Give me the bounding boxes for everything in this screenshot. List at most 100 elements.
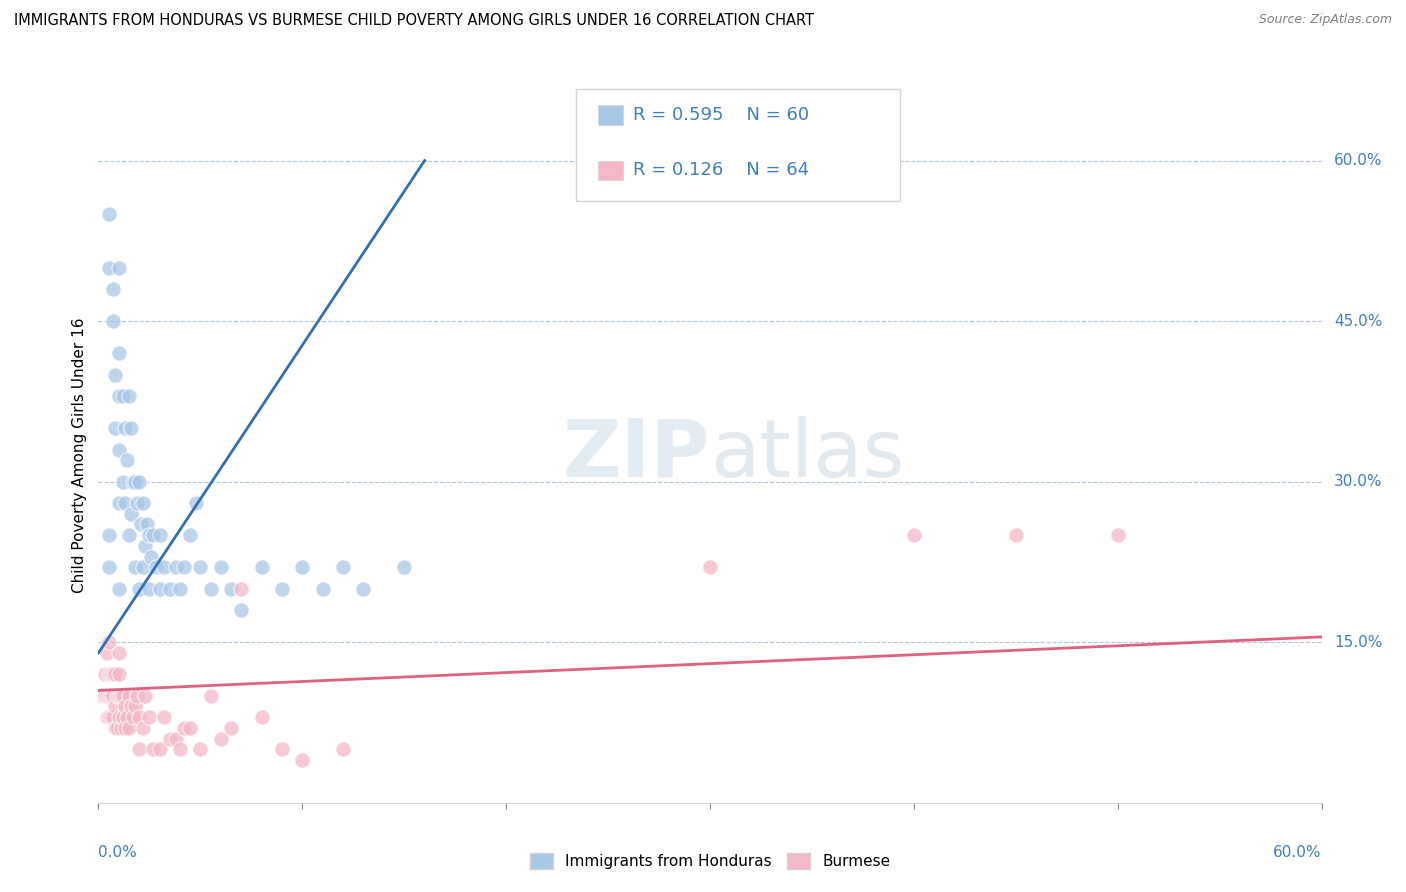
Point xyxy=(699,560,721,574)
Point xyxy=(108,346,131,360)
Point xyxy=(100,667,122,681)
Point xyxy=(97,710,120,724)
Point xyxy=(332,742,354,756)
Y-axis label: Child Poverty Among Girls Under 16: Child Poverty Among Girls Under 16 xyxy=(72,318,87,592)
Point xyxy=(231,603,253,617)
Point xyxy=(105,721,128,735)
Point xyxy=(138,710,160,724)
Point xyxy=(392,560,416,574)
Text: 60.0%: 60.0% xyxy=(1334,153,1382,168)
Point xyxy=(903,528,925,542)
Point xyxy=(120,507,142,521)
Point xyxy=(142,742,165,756)
Point xyxy=(111,710,134,724)
Text: R = 0.595    N = 60: R = 0.595 N = 60 xyxy=(633,106,808,124)
Point xyxy=(231,582,253,596)
Point xyxy=(159,582,181,596)
Point xyxy=(101,689,124,703)
Point xyxy=(149,528,172,542)
Point xyxy=(118,528,141,542)
Point xyxy=(111,689,134,703)
Point xyxy=(108,260,131,275)
Point xyxy=(152,560,174,574)
Point xyxy=(96,710,118,724)
Point xyxy=(188,742,212,756)
Point xyxy=(270,582,294,596)
Text: atlas: atlas xyxy=(710,416,904,494)
Point xyxy=(97,207,120,221)
Text: 60.0%: 60.0% xyxy=(1274,845,1322,860)
Point xyxy=(138,528,160,542)
Point xyxy=(104,699,127,714)
Point xyxy=(219,721,242,735)
Text: IMMIGRANTS FROM HONDURAS VS BURMESE CHILD POVERTY AMONG GIRLS UNDER 16 CORRELATI: IMMIGRANTS FROM HONDURAS VS BURMESE CHIL… xyxy=(14,13,814,29)
Point xyxy=(173,560,195,574)
Point xyxy=(101,282,124,296)
Point xyxy=(186,496,208,510)
Point xyxy=(132,496,155,510)
Point xyxy=(105,689,128,703)
Point xyxy=(128,582,150,596)
Point xyxy=(101,710,124,724)
Point xyxy=(110,721,132,735)
Point xyxy=(108,389,131,403)
Point xyxy=(97,667,120,681)
Point xyxy=(142,528,165,542)
Point xyxy=(173,721,195,735)
Point xyxy=(108,710,131,724)
Point xyxy=(165,560,187,574)
Point xyxy=(108,689,131,703)
Point xyxy=(97,560,120,574)
Point xyxy=(124,699,146,714)
Point xyxy=(128,710,150,724)
Point xyxy=(93,667,115,681)
Point xyxy=(1004,528,1026,542)
Point xyxy=(149,582,172,596)
Point xyxy=(169,582,191,596)
Point xyxy=(250,560,273,574)
Point xyxy=(127,689,149,703)
Point xyxy=(165,731,187,746)
Point xyxy=(108,646,131,660)
Point xyxy=(352,582,374,596)
Point xyxy=(291,753,314,767)
Point xyxy=(100,689,122,703)
Point xyxy=(134,689,156,703)
Point xyxy=(120,421,142,435)
Point xyxy=(108,667,131,681)
Legend: Immigrants from Honduras, Burmese: Immigrants from Honduras, Burmese xyxy=(524,847,896,875)
Point xyxy=(124,475,146,489)
Text: Source: ZipAtlas.com: Source: ZipAtlas.com xyxy=(1258,13,1392,27)
Point xyxy=(114,496,136,510)
Point xyxy=(128,742,150,756)
Point xyxy=(312,582,335,596)
Point xyxy=(97,689,120,703)
Point xyxy=(114,421,136,435)
Point xyxy=(104,421,127,435)
Text: 0.0%: 0.0% xyxy=(98,845,138,860)
Point xyxy=(96,646,118,660)
Point xyxy=(111,475,134,489)
Point xyxy=(118,689,141,703)
Point xyxy=(149,742,172,756)
Point xyxy=(145,560,167,574)
Text: 30.0%: 30.0% xyxy=(1334,475,1382,489)
Point xyxy=(188,560,212,574)
Point xyxy=(100,710,122,724)
Point xyxy=(169,742,191,756)
Point xyxy=(93,689,115,703)
Point xyxy=(118,721,141,735)
Text: ZIP: ZIP xyxy=(562,416,710,494)
Point xyxy=(114,699,136,714)
Point xyxy=(97,260,120,275)
Point xyxy=(108,442,131,457)
Point xyxy=(108,496,131,510)
Point xyxy=(132,560,155,574)
Point xyxy=(108,582,131,596)
Point xyxy=(129,517,152,532)
Point xyxy=(124,560,146,574)
Point xyxy=(110,689,132,703)
Point xyxy=(200,689,222,703)
Point xyxy=(134,539,156,553)
Point xyxy=(141,549,163,564)
